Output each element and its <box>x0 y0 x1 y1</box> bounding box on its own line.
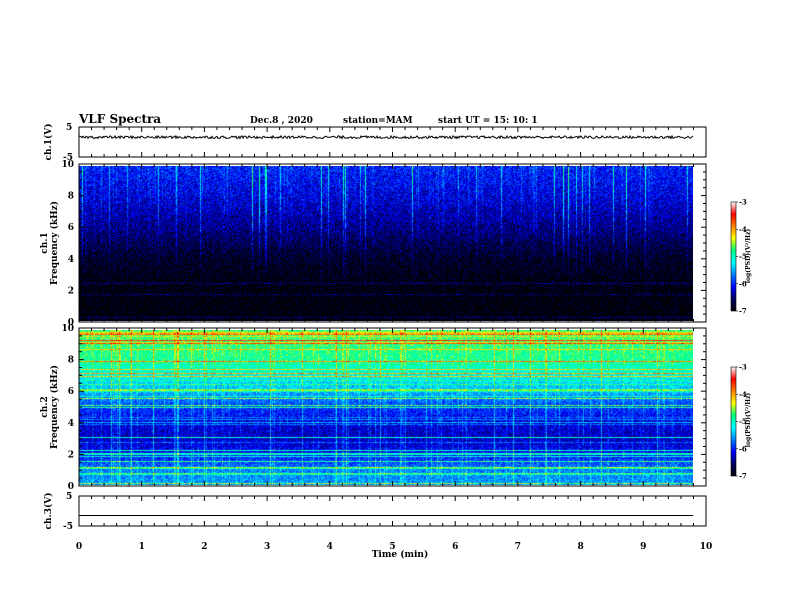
time-tick-label: 5 <box>389 542 395 552</box>
ch2-spec-ytick-label: 10 <box>61 324 74 334</box>
colorbar-tick-label: -4 <box>739 390 747 399</box>
ch2-spec-ylabel-2: Frequency (kHz) <box>49 365 60 449</box>
axis-ticks <box>78 127 707 526</box>
time-tick-label: 7 <box>515 542 521 552</box>
ch1-spec-ylabel-2: Frequency (kHz) <box>49 201 60 285</box>
ch1-spectrogram-image <box>79 166 693 321</box>
ch2-spec-ytick-label: 0 <box>68 482 74 492</box>
colorbar-tick-label: -5 <box>739 252 747 261</box>
ch1-spec-ytick-label: 0 <box>68 318 74 328</box>
time-tick-label: 4 <box>327 542 333 552</box>
ch1-wave-ytick-top: 5 <box>66 123 72 133</box>
ch3-wave-ylabel: ch.3(V) <box>43 493 54 530</box>
ch1-wave-ytick-bottom: -5 <box>63 153 73 163</box>
colorbar-tick-label: -3 <box>739 363 747 372</box>
ch1-spec-ytick-label: 4 <box>68 255 74 265</box>
ch1-spec-ylabel-1: ch.1 <box>40 232 50 253</box>
ch1-spec-yticks: 0 2 4 6 8 10 <box>61 160 74 328</box>
time-tick-label: 8 <box>577 542 583 552</box>
ch2-colorbar-label: log(PSD)(V²/Hz) <box>745 393 752 448</box>
figure-title: VLF Spectra <box>78 112 161 126</box>
colorbar-tick-label: -6 <box>739 444 747 453</box>
time-axis-label: Time (min) <box>372 549 429 560</box>
ch1-spec-ytick-label: 2 <box>68 286 74 296</box>
ch1-spec-ytick-label: 6 <box>68 223 74 233</box>
colorbar-tick-label: -4 <box>739 225 747 234</box>
colorbar-tick-label: -7 <box>739 307 747 316</box>
station-label: station=MAM <box>343 116 413 126</box>
ch2-spec-ytick-label: 6 <box>68 387 74 397</box>
date-label: Dec.8 , 2020 <box>250 116 313 126</box>
colorbar-tick-label: -6 <box>739 279 747 288</box>
time-tick-label: 10 <box>700 542 713 552</box>
ch2-spec-yticks: 0 2 4 6 8 10 <box>61 324 74 492</box>
colorbar-tick-label: -5 <box>739 417 747 426</box>
ch1-spec-ytick-label: 10 <box>61 160 74 170</box>
ch2-spec-ylabel-1: ch.2 <box>40 396 50 417</box>
ch2-spec-ytick-label: 2 <box>68 450 74 460</box>
colorbar-gradient <box>730 201 737 312</box>
time-tick-label: 1 <box>139 542 145 552</box>
ch1-spec-ytick-label: 8 <box>68 192 74 202</box>
ch2-spectrogram-image <box>79 330 693 485</box>
time-tick-label: 0 <box>76 542 82 552</box>
start-time-label: start UT = 15: 10: 1 <box>438 116 538 126</box>
ch3-wave-ytick-top: 5 <box>66 492 72 502</box>
colorbar-tick-label: -7 <box>739 472 747 481</box>
ch2-spec-ytick-label: 4 <box>68 419 74 429</box>
time-tick-label: 2 <box>201 542 207 552</box>
ch1-colorbar: -3 -4 -5 -6 -7 <box>730 198 747 316</box>
time-tick-label: 9 <box>640 542 646 552</box>
ch1-wave-ylabel: ch.1(V) <box>43 124 54 161</box>
time-tick-label: 3 <box>264 542 270 552</box>
time-tick-label: 6 <box>452 542 458 552</box>
ch3-wave-ytick-bottom: -5 <box>63 522 73 532</box>
ch2-spec-ytick-label: 8 <box>68 356 74 366</box>
colorbar-tick-label: -3 <box>739 198 747 207</box>
ch2-colorbar: -3 -4 -5 -6 -7 <box>730 363 747 481</box>
colorbar-gradient <box>730 366 737 477</box>
ch1-waveform-trace <box>78 134 694 140</box>
ch1-colorbar-label: log(PSD)(V²/Hz) <box>745 229 752 284</box>
time-axis-ticklabels: 0 1 2 3 4 5 6 7 8 9 10 <box>76 542 712 552</box>
